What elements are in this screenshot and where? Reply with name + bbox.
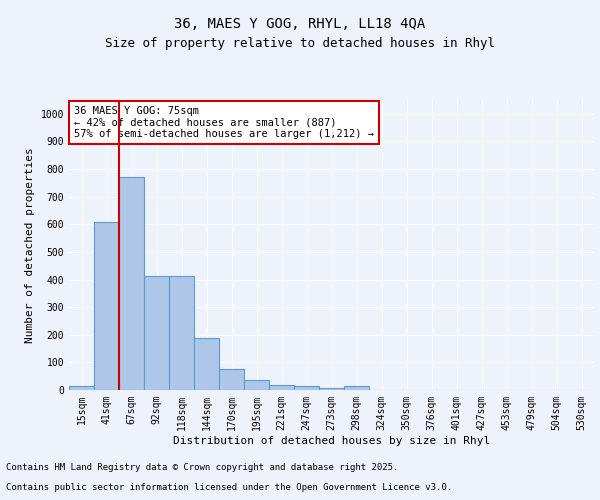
Text: Contains public sector information licensed under the Open Government Licence v3: Contains public sector information licen… xyxy=(6,484,452,492)
Text: Size of property relative to detached houses in Rhyl: Size of property relative to detached ho… xyxy=(105,38,495,51)
Text: 36 MAES Y GOG: 75sqm
← 42% of detached houses are smaller (887)
57% of semi-deta: 36 MAES Y GOG: 75sqm ← 42% of detached h… xyxy=(74,106,374,139)
Bar xyxy=(169,276,194,390)
Bar xyxy=(244,380,269,390)
Bar xyxy=(319,388,344,390)
X-axis label: Distribution of detached houses by size in Rhyl: Distribution of detached houses by size … xyxy=(173,436,490,446)
Text: Contains HM Land Registry data © Crown copyright and database right 2025.: Contains HM Land Registry data © Crown c… xyxy=(6,464,398,472)
Bar xyxy=(94,222,119,390)
Text: 36, MAES Y GOG, RHYL, LL18 4QA: 36, MAES Y GOG, RHYL, LL18 4QA xyxy=(175,18,425,32)
Bar xyxy=(69,386,94,390)
Bar xyxy=(344,386,369,390)
Bar xyxy=(144,276,169,390)
Bar xyxy=(119,178,144,390)
Bar xyxy=(194,338,219,390)
Bar xyxy=(219,370,244,390)
Bar xyxy=(269,385,294,390)
Y-axis label: Number of detached properties: Number of detached properties xyxy=(25,147,35,343)
Bar xyxy=(294,386,319,390)
